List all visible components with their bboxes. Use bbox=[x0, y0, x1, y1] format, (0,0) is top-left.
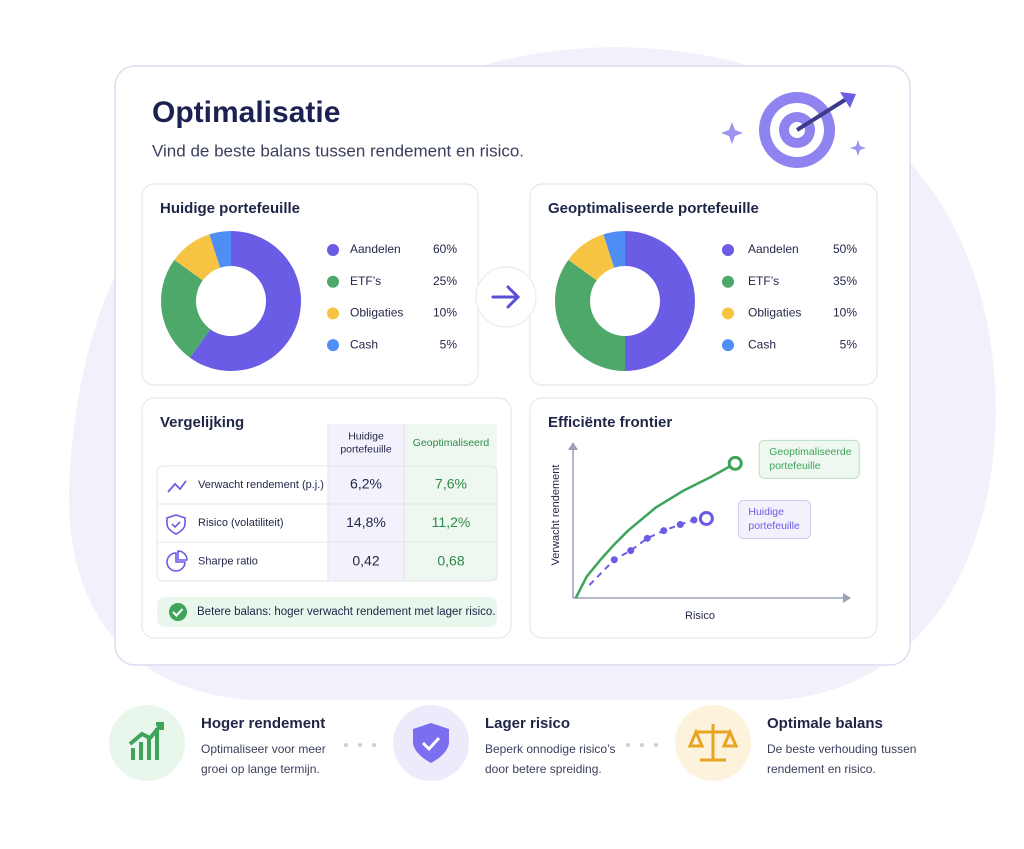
annotation-box bbox=[737, 499, 811, 539]
legend-dot bbox=[327, 339, 339, 352]
feature-text: rendement en risico. bbox=[767, 762, 876, 776]
legend-label: Obligaties bbox=[350, 306, 403, 320]
panel-title: Vergelijking bbox=[160, 414, 244, 431]
donut-segment bbox=[189, 231, 301, 371]
legend-dot bbox=[722, 339, 734, 352]
dots bbox=[344, 743, 658, 747]
frontier-line bbox=[574, 462, 736, 599]
column-header: portefeuille bbox=[340, 443, 392, 455]
annotation-box bbox=[758, 439, 860, 479]
row-label: Verwacht rendement (p.j.) bbox=[198, 479, 324, 491]
legend-label: Cash bbox=[748, 337, 776, 351]
x-axis-label: Risico bbox=[685, 610, 715, 622]
cell-value: 6,2% bbox=[350, 476, 382, 492]
panel-title: Huidige portefeuille bbox=[160, 200, 300, 217]
column-bg bbox=[404, 424, 497, 581]
page-subtitle: Vind de beste balans tussen rendement en… bbox=[152, 141, 524, 160]
note-box bbox=[157, 597, 497, 627]
portfolio-marker bbox=[698, 510, 714, 526]
legend-dot bbox=[722, 275, 734, 288]
row-label: Risico (volatiliteit) bbox=[198, 517, 284, 529]
legend-value: 10% bbox=[433, 306, 457, 320]
legend-value: 5% bbox=[440, 337, 458, 351]
annotation-text: Huidige bbox=[748, 506, 784, 518]
panel-title: Efficiënte frontier bbox=[548, 414, 672, 431]
y-axis-label: Verwacht rendement bbox=[550, 465, 562, 566]
legend-label: Obligaties bbox=[748, 306, 801, 320]
target-icon bbox=[721, 92, 866, 168]
arrow-button bbox=[475, 266, 537, 328]
feature-title: Hoger rendement bbox=[201, 715, 325, 732]
legend-value: 25% bbox=[433, 274, 457, 288]
frontier-point bbox=[643, 534, 651, 542]
legend-dot bbox=[722, 307, 734, 320]
legend-label: Aandelen bbox=[350, 242, 401, 256]
frontier-point bbox=[610, 556, 618, 564]
legend-label: Cash bbox=[350, 337, 378, 351]
legend-dot bbox=[722, 244, 734, 256]
feature-title: Lager risico bbox=[485, 715, 570, 732]
annotation-text: portefeuille bbox=[748, 520, 800, 532]
donut-segment bbox=[625, 231, 695, 371]
feature-text: De beste verhouding tussen bbox=[767, 742, 916, 756]
panel-title: Geoptimaliseerde portefeuille bbox=[548, 200, 759, 217]
legend-value: 60% bbox=[433, 242, 457, 256]
legend-value: 50% bbox=[833, 242, 857, 256]
feature-icon bbox=[687, 724, 739, 762]
feature-icon bbox=[421, 736, 441, 752]
donut-segment bbox=[209, 231, 231, 268]
cell-value: 11,2% bbox=[432, 514, 471, 530]
note-text: Betere balans: hoger verwacht rendement … bbox=[197, 606, 496, 618]
cell-value: 14,8% bbox=[346, 514, 386, 530]
cell-value: 0,42 bbox=[352, 552, 379, 568]
legend-label: Aandelen bbox=[748, 242, 799, 256]
legend-value: 10% bbox=[833, 306, 857, 320]
donut-segment bbox=[568, 234, 615, 281]
row-icon bbox=[167, 480, 187, 493]
feature-title: Optimale balans bbox=[767, 715, 883, 732]
legend-value: 35% bbox=[833, 274, 857, 288]
table-border bbox=[156, 465, 498, 582]
legend-dot bbox=[327, 275, 339, 288]
feature-text: door betere spreiding. bbox=[485, 762, 602, 776]
feature-text: Beperk onnodige risico’s bbox=[485, 742, 616, 756]
feature-text: groei op lange termijn. bbox=[201, 762, 320, 776]
column-header: Geoptimaliseerd bbox=[413, 437, 490, 449]
legend-label: ETF’s bbox=[748, 274, 779, 288]
legend-dot bbox=[327, 307, 339, 320]
check-icon bbox=[169, 603, 187, 621]
column-bg bbox=[328, 424, 404, 581]
row-icon bbox=[166, 514, 186, 535]
portfolio-marker bbox=[727, 455, 743, 471]
feature-text: Optimaliseer voor meer bbox=[201, 742, 326, 756]
cell-value: 0,68 bbox=[437, 552, 464, 568]
donut-segment bbox=[161, 259, 211, 358]
donut-segment bbox=[603, 231, 625, 268]
check-icon bbox=[172, 608, 184, 617]
legend-value: 5% bbox=[840, 337, 858, 351]
row-icon bbox=[166, 550, 188, 572]
frontier-point bbox=[627, 547, 635, 555]
annotation-text: Geoptimaliseerde bbox=[769, 446, 851, 458]
legend-dot bbox=[327, 244, 339, 256]
donut-segment bbox=[174, 234, 221, 281]
donut-segment bbox=[555, 259, 625, 371]
cell-value: 7,6% bbox=[435, 476, 467, 492]
legend-label: ETF’s bbox=[350, 274, 381, 288]
annotation-text: portefeuille bbox=[769, 460, 821, 472]
feature-icon bbox=[128, 722, 164, 760]
frontier-point bbox=[690, 516, 698, 524]
frontier-point bbox=[676, 521, 684, 529]
column-header: Huidige bbox=[348, 430, 384, 442]
feature-icon bbox=[413, 723, 449, 763]
frontier-point bbox=[660, 527, 668, 535]
page-title: Optimalisatie bbox=[152, 96, 340, 129]
row-label: Sharpe ratio bbox=[198, 556, 258, 568]
